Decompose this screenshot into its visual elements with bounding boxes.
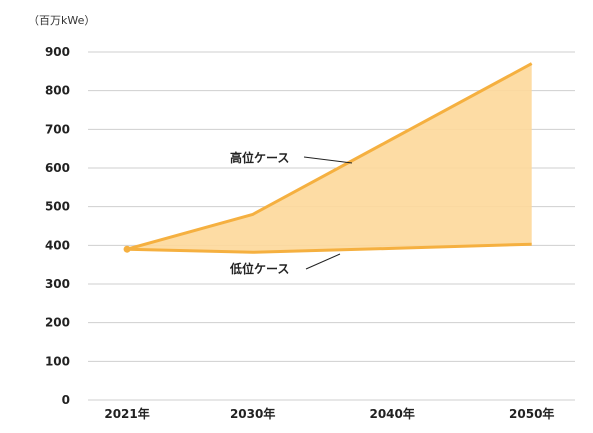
y-tick-label: 900 [45, 45, 70, 59]
y-tick-label: 700 [45, 122, 70, 136]
y-tick-label: 300 [45, 277, 70, 291]
range-band [127, 63, 532, 253]
y-tick-label: 400 [45, 238, 70, 252]
y-tick-label: 200 [45, 316, 70, 330]
annotation-leader-line [303, 156, 353, 164]
data-point [123, 245, 131, 253]
x-axis-ticks: 2021年 2030年 2040年 2050年 [104, 406, 554, 421]
y-axis-ticks: 0 100 200 300 400 500 600 700 800 900 [45, 45, 70, 407]
annotation-leader-line [305, 253, 341, 270]
data-points [123, 245, 131, 253]
x-tick-label: 2021年 [104, 406, 149, 421]
x-tick-label: 2040年 [369, 406, 414, 421]
x-tick-label: 2050年 [509, 406, 554, 421]
y-tick-label: 600 [45, 161, 70, 175]
unit-label: （百万kWe） [28, 14, 95, 27]
x-tick-label: 2030年 [230, 406, 275, 421]
y-tick-label: 800 [45, 84, 70, 98]
series-line-high [126, 62, 533, 251]
annotation-label: 高位ケース [230, 150, 289, 165]
y-tick-label: 500 [45, 200, 70, 214]
y-tick-label: 0 [62, 393, 70, 407]
series-line-low [127, 242, 532, 254]
annotation-label: 低位ケース [229, 261, 289, 276]
y-tick-label: 100 [45, 354, 70, 368]
